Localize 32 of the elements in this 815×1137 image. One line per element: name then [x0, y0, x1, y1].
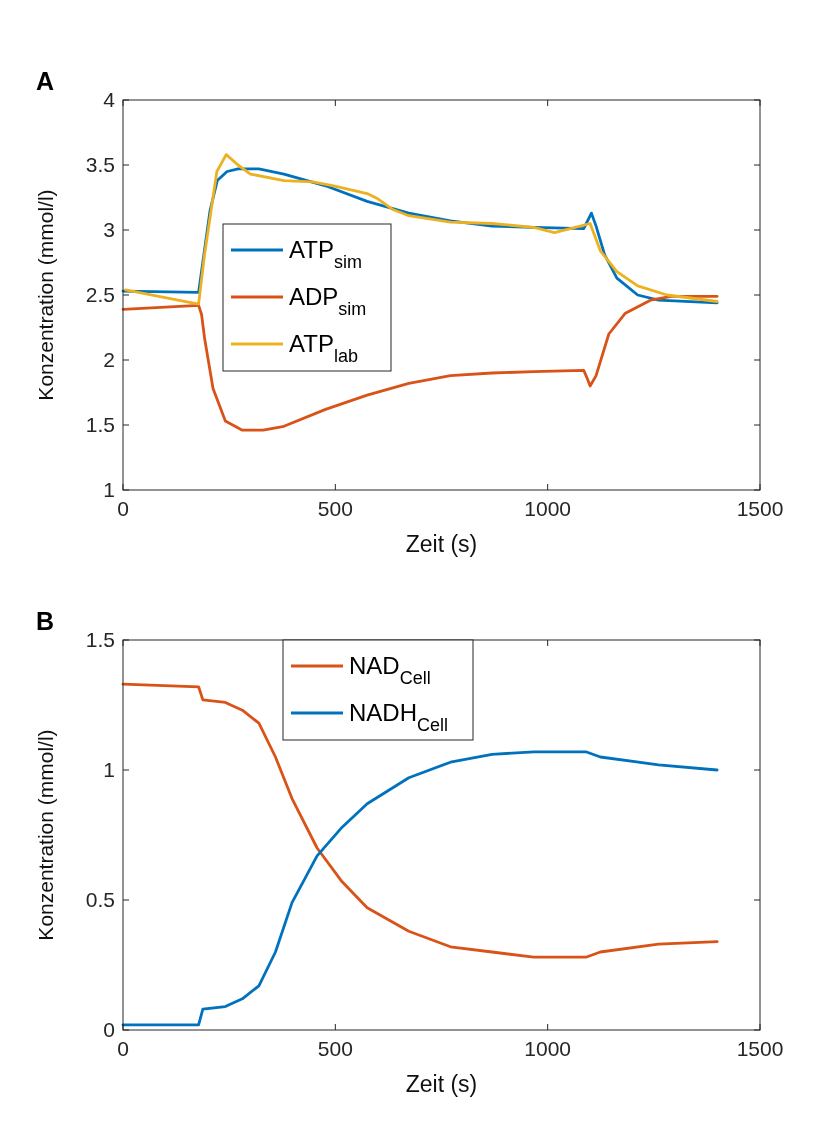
x-tick-label: 1500: [736, 497, 784, 520]
x-tick-label: 0: [117, 497, 129, 520]
text: A: [36, 67, 55, 95]
y-axis-title: Konzentration (mmol/l): [34, 189, 57, 401]
legend-label: ADP$_{sim}$: [289, 283, 367, 319]
y-tick-label: 1: [103, 478, 115, 501]
text: B: [36, 607, 55, 635]
y-tick-label: 1.5: [85, 628, 115, 651]
y-tick-label: 1: [103, 758, 115, 781]
line-series: [121, 682, 719, 959]
x-tick-label: 1000: [524, 497, 572, 520]
x-tick-label: 500: [317, 497, 353, 520]
x-tick-label: 1500: [736, 1037, 784, 1060]
x-tick-label: 1000: [524, 1037, 572, 1060]
y-axis-title: Konzentration (mmol/l): [34, 729, 57, 941]
line-series: [121, 750, 719, 1027]
y-tick-label: 0: [103, 1018, 115, 1041]
y-tick-label: 3.5: [85, 153, 115, 176]
legend-label: ATP$_{lab}$: [289, 330, 358, 366]
y-tick-label: 1.5: [85, 413, 115, 436]
y-tick-label: 3: [103, 218, 115, 241]
y-tick-label: 0.5: [85, 888, 115, 911]
y-tick-label: 2: [103, 348, 115, 371]
x-tick-label: 500: [317, 1037, 353, 1060]
y-tick-label: 2.5: [85, 283, 115, 306]
y-tick-label: 4: [103, 88, 116, 111]
x-axis-title: Zeit (s): [405, 531, 478, 557]
x-tick-label: 0: [117, 1037, 129, 1060]
legend-label: ATP$_{sim}$: [289, 236, 362, 272]
legend-label: NAD$_{Cell}$: [349, 652, 431, 688]
x-axis-title: Zeit (s): [405, 1071, 478, 1097]
legend-label: NADH$_{Cell}$: [349, 699, 449, 735]
